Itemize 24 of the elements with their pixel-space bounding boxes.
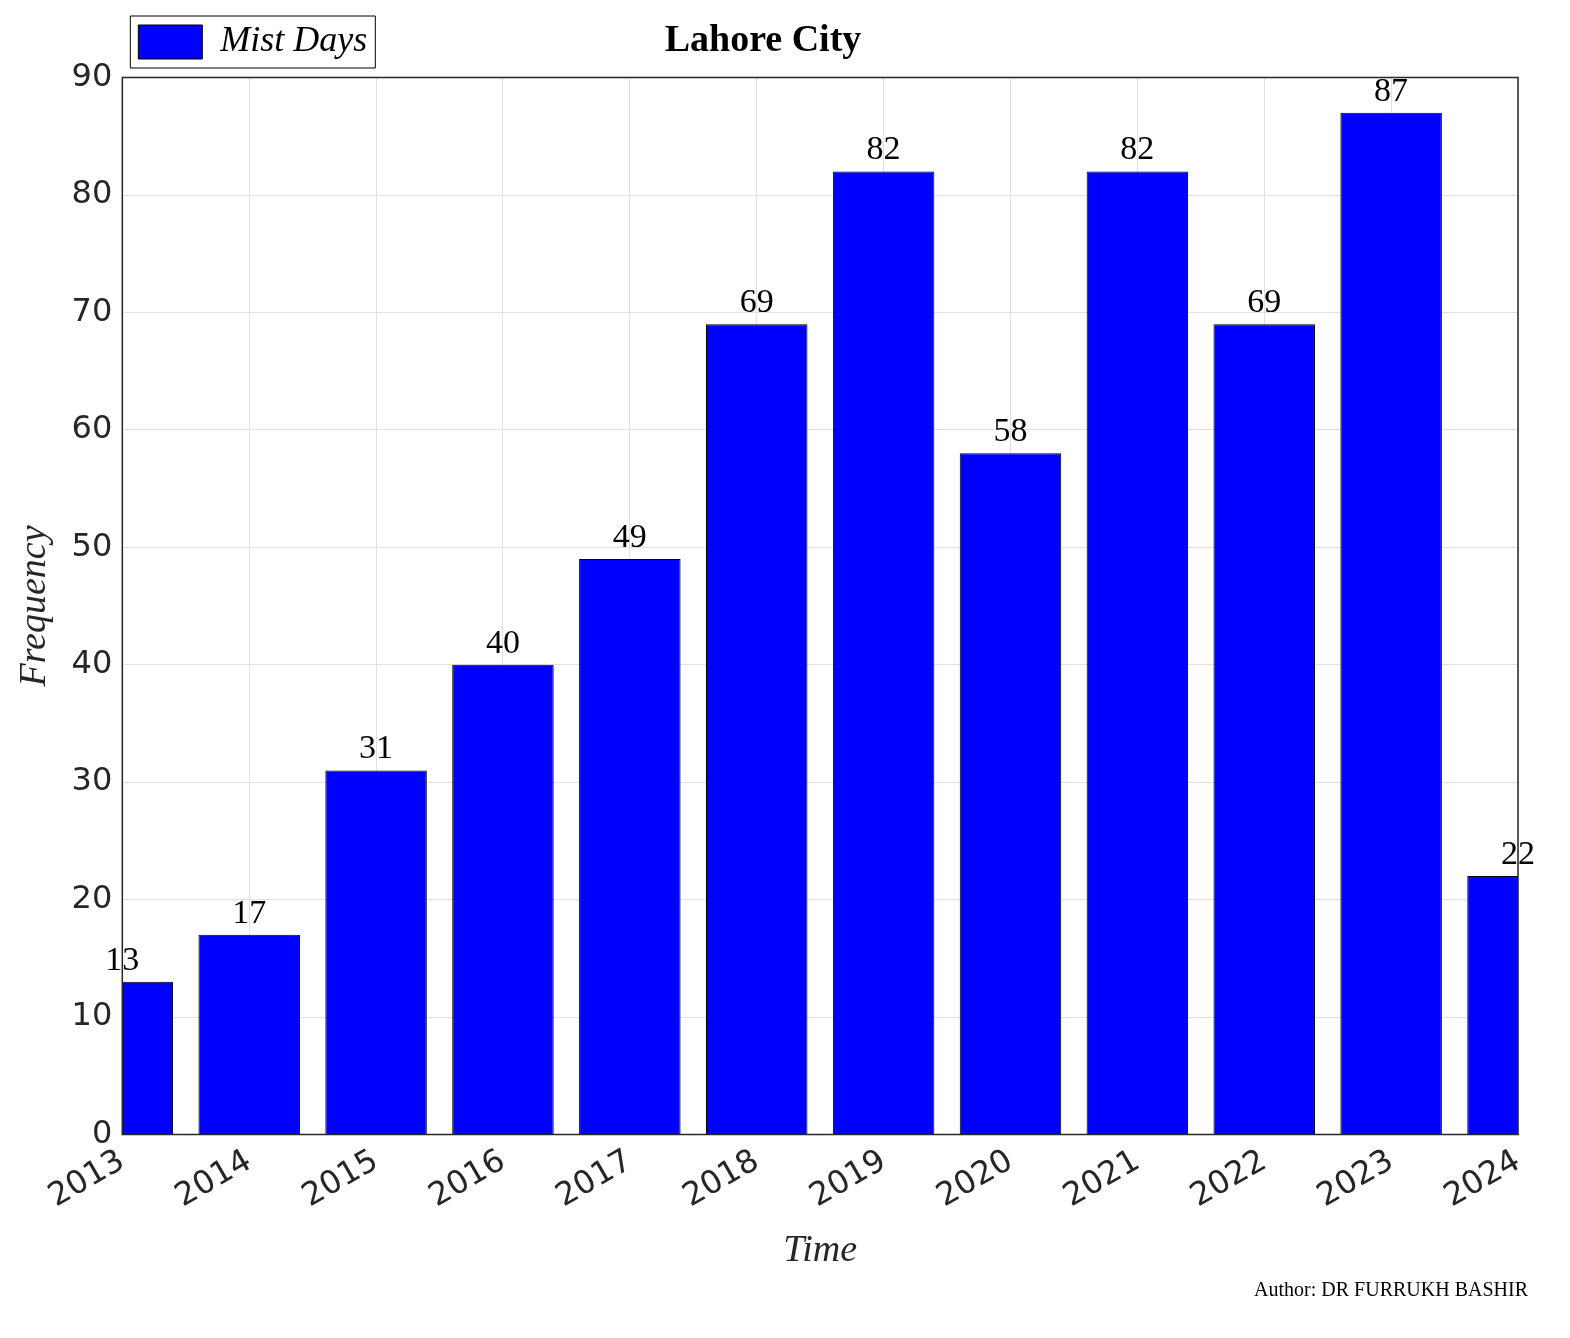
data-label: 58: [993, 411, 1028, 449]
y-tick-label: 10: [71, 995, 113, 1034]
y-tick-label: 60: [71, 408, 113, 447]
data-label: 87: [1374, 70, 1409, 108]
x-axis-title: Time: [783, 1227, 858, 1270]
text: Author: DR FURRUKH BASHIR: [1253, 1278, 1529, 1301]
data-label: 69: [1247, 282, 1282, 320]
y-tick-label: 90: [71, 55, 113, 94]
y-tick-label: 80: [71, 173, 113, 212]
data-label: 17: [232, 892, 267, 930]
y-tick-label: 50: [71, 525, 113, 564]
data-label: 82: [1120, 129, 1155, 167]
y-tick-label: 70: [71, 290, 113, 329]
data-label: 82: [866, 129, 901, 167]
data-label: 49: [612, 516, 647, 554]
y-tick-label: 20: [71, 877, 113, 916]
y-axis-title: Frequency: [10, 525, 53, 688]
y-tick-label: 40: [71, 643, 113, 682]
y-tick-label: 30: [71, 760, 113, 799]
legend-label: Mist Days: [219, 19, 368, 60]
data-label: 40: [485, 622, 520, 660]
data-label: 31: [359, 728, 394, 766]
chart-title: Lahore City: [664, 16, 862, 59]
data-label: 69: [739, 282, 774, 320]
